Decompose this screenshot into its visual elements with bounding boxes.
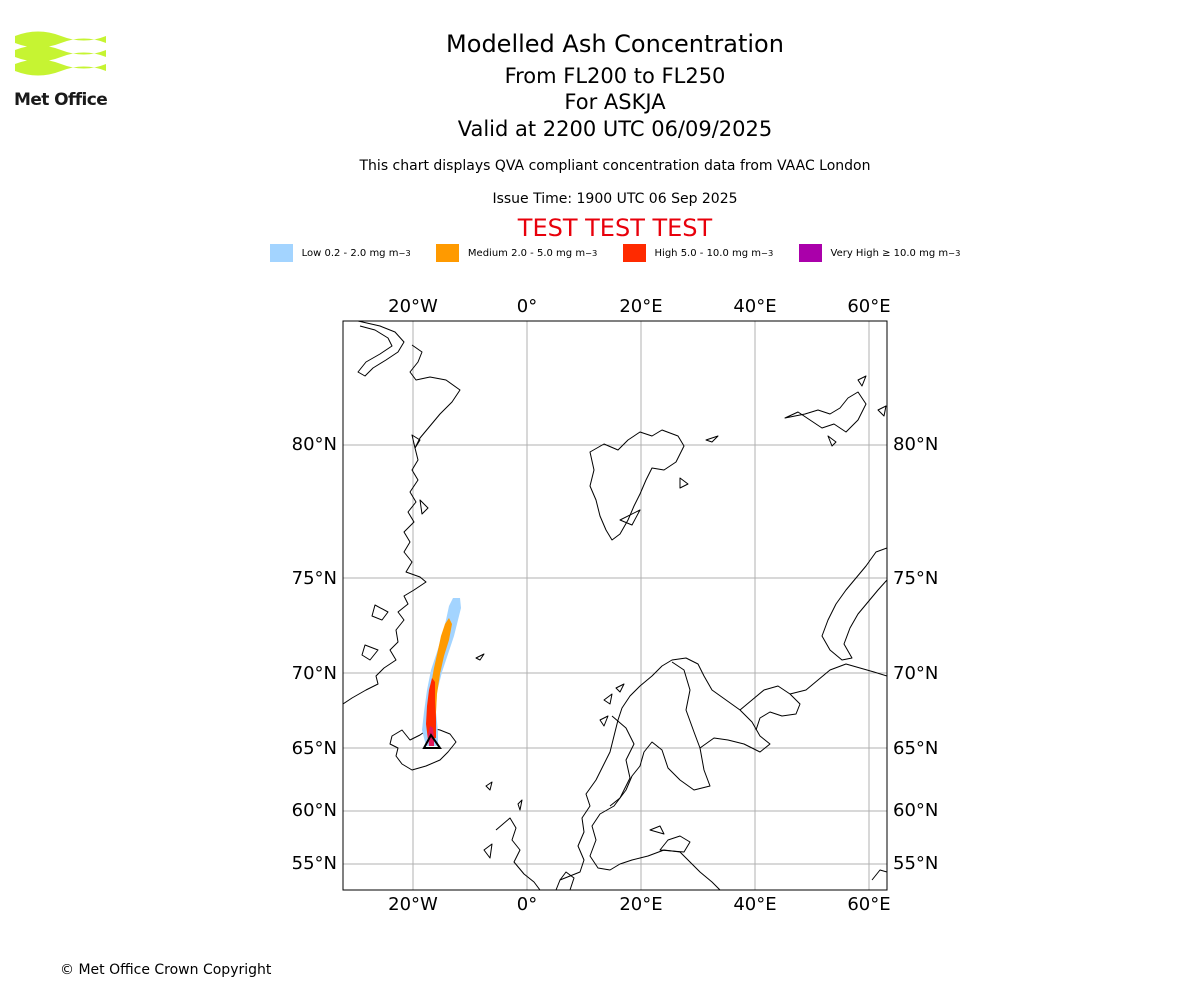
legend: Low 0.2 - 2.0 mg m −3 Medium 2.0 - 5.0 mg…	[0, 244, 1200, 265]
lat-tick-right: 60°N	[893, 800, 938, 821]
lon-tick-top: 20°E	[619, 296, 662, 317]
coastline-denmark	[559, 871, 575, 890]
issue-time: Issue Time: 1900 UTC 06 Sep 2025	[492, 191, 738, 207]
legend-item-medium: Medium 2.0 - 5.0 mg m −3	[435, 244, 598, 262]
legend-item-low: Low 0.2 - 2.0 mg m −3	[269, 244, 411, 262]
chart-title: Modelled Ash Concentration	[446, 30, 784, 58]
chart-description: This chart displays QVA compliant concen…	[359, 158, 871, 174]
lat-tick-right: 65°N	[893, 738, 938, 759]
coastline-uk	[483, 817, 541, 890]
ash-plume	[422, 598, 461, 746]
met-office-logo: Met Office	[14, 30, 109, 112]
coastline-baltic-states	[649, 825, 691, 853]
legend-unit-exponent: −3	[948, 248, 961, 258]
test-banner: TEST TEST TEST	[517, 214, 713, 242]
coastline-kola	[739, 685, 801, 731]
lat-tick-left: 65°N	[292, 738, 337, 759]
lon-tick-bottom: 40°E	[733, 894, 776, 915]
lon-tick-top: 40°E	[733, 296, 776, 317]
coastline-greenland	[343, 321, 461, 705]
lon-tick-bottom: 20°W	[388, 894, 438, 915]
lon-tick-top: 60°E	[847, 296, 890, 317]
coastline-iceland	[389, 727, 457, 771]
met-office-waves-icon	[15, 31, 106, 76]
coastline-russia-north	[789, 663, 887, 695]
legend-unit: mg m	[919, 247, 949, 259]
legend-item-high: High 5.0 - 10.0 mg m −3	[622, 244, 774, 262]
lon-tick-bottom: 20°E	[619, 894, 662, 915]
coastline-franz-josef	[784, 375, 887, 447]
legend-unit: mg m	[732, 247, 762, 259]
lat-tick-right: 55°N	[893, 853, 938, 874]
legend-label-low: Low 0.2 - 2.0	[301, 247, 367, 259]
legend-unit: mg m	[556, 247, 586, 259]
coastlines	[343, 321, 887, 890]
legend-label-medium: Medium 2.0 - 5.0	[467, 247, 553, 259]
lon-tick-top: 0°	[517, 296, 537, 317]
legend-label-high: High 5.0 - 10.0	[654, 247, 729, 259]
legend-unit: mg m	[369, 247, 399, 259]
coastline-greenland-islands	[361, 434, 429, 661]
volcano-name: For ASKJA	[564, 90, 666, 114]
lat-tick-left: 60°N	[292, 800, 337, 821]
coastline-scandinavia	[555, 657, 771, 890]
legend-swatch-low	[269, 244, 293, 262]
valid-time: Valid at 2200 UTC 06/09/2025	[457, 117, 773, 141]
legend-unit-exponent: −3	[585, 248, 598, 258]
lon-tick-bottom: 0°	[517, 894, 537, 915]
coastline-faroes	[485, 781, 523, 811]
legend-item-very-high: Very High ≥ 10.0 mg m −3	[798, 244, 961, 262]
border-norway-sweden	[609, 715, 635, 807]
lat-tick-left: 70°N	[292, 663, 337, 684]
legend-swatch-high	[622, 244, 646, 262]
coastline-svalbard-east	[619, 435, 719, 526]
legend-unit-exponent: −3	[398, 248, 411, 258]
met-office-wordmark: Met Office	[14, 90, 108, 110]
coastline-east-russia	[871, 869, 887, 881]
lat-tick-left: 80°N	[292, 434, 337, 455]
lat-tick-right: 70°N	[893, 663, 938, 684]
map-frame	[342, 320, 888, 891]
coastline-norway-islands	[599, 683, 625, 727]
lat-tick-right: 75°N	[893, 568, 938, 589]
legend-swatch-medium	[435, 244, 459, 262]
legend-unit-exponent: −3	[761, 248, 774, 258]
legend-swatch-very-high	[798, 244, 822, 262]
lon-tick-bottom: 60°E	[847, 894, 890, 915]
ash-plume-high	[426, 678, 436, 740]
lat-tick-right: 80°N	[893, 434, 938, 455]
lon-tick-top: 20°W	[388, 296, 438, 317]
coastline-novaya-zemlya	[821, 547, 887, 661]
volcano-triangle-icon	[422, 733, 442, 749]
copyright-notice: © Met Office Crown Copyright	[60, 962, 272, 978]
lat-tick-left: 55°N	[292, 853, 337, 874]
flight-levels: From FL200 to FL250	[504, 64, 726, 88]
border-finland	[671, 661, 701, 749]
lat-tick-left: 75°N	[292, 568, 337, 589]
coastline-svalbard	[589, 429, 685, 541]
legend-label-very-high: Very High ≥ 10.0	[830, 247, 916, 259]
coastline-jan-mayen	[475, 653, 485, 661]
